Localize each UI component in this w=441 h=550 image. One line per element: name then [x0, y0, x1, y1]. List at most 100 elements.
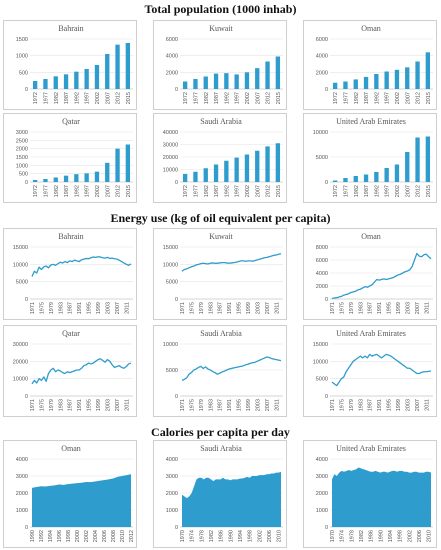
x-tick-label: 1977	[193, 185, 199, 197]
y-tick-label: 10000	[163, 342, 178, 348]
y-tick-label: 500	[19, 172, 28, 178]
x-tick-label: 1994	[238, 530, 244, 542]
bar	[193, 79, 198, 89]
bar	[125, 43, 131, 89]
chart-title: Kuwait	[209, 232, 233, 241]
x-tick-label: 2007	[115, 302, 121, 314]
x-tick-label: 2011	[424, 399, 430, 411]
x-tick-label: 1972	[333, 92, 339, 104]
y-tick-label: 20000	[163, 155, 178, 161]
y-tick-label: 0	[325, 87, 328, 93]
bar	[405, 67, 410, 89]
x-tick-label: 2007	[415, 399, 421, 411]
x-tick-label: 2011	[424, 302, 430, 314]
x-tick-label: 1979	[199, 399, 205, 411]
x-tick-label: 1987	[368, 399, 374, 411]
x-tick-label: 1991	[377, 399, 383, 411]
x-tick-label: 1997	[235, 92, 241, 104]
x-tick-label: 1987	[218, 399, 224, 411]
x-tick-label: 1995	[237, 302, 243, 314]
y-tick-label: 15000	[13, 245, 28, 251]
y-tick-label: 10000	[163, 262, 178, 268]
x-tick-label: 1972	[183, 185, 189, 197]
x-tick-label: 1986	[369, 530, 375, 542]
y-tick-label: 3000	[166, 474, 178, 480]
area-series	[332, 467, 431, 527]
x-tick-label: 1977	[343, 92, 349, 104]
y-tick-label: 10000	[13, 262, 28, 268]
y-tick-label: 0	[325, 297, 328, 303]
chart-svg: Oman 0 2000 4000 6000 1972 1977 1982 1987 1992 199…	[316, 24, 433, 104]
x-tick-label: 2010	[277, 530, 283, 542]
chart-svg: Saudi Arabia 0 10000 20000 30000 40000 1972 197…	[163, 117, 283, 197]
x-tick-label: 2003	[405, 302, 411, 314]
x-tick-label: 1997	[85, 92, 91, 104]
bar	[332, 82, 338, 89]
bar	[84, 69, 89, 89]
x-tick-label: 2015	[276, 185, 282, 197]
chart-svg: United Arab Emirates 0 1000 2000 3000 4000 197…	[316, 444, 433, 542]
x-tick-label: 1998	[66, 530, 72, 542]
y-tick-label: 4000	[316, 457, 328, 463]
x-tick-label: 2007	[265, 302, 271, 314]
y-tick-label: 6000	[316, 37, 328, 43]
x-tick-label: 1983	[358, 302, 364, 314]
chart-panel-line-bahrain: Bahrain 0 5000 10000 15000 1971 1975 1979 1983 19…	[3, 228, 137, 320]
x-tick-label: 2007	[405, 185, 411, 197]
y-tick-label: 2000	[316, 70, 328, 76]
x-tick-label: 2002	[257, 530, 263, 542]
x-tick-label: 1970	[330, 530, 336, 542]
x-tick-label: 1983	[208, 302, 214, 314]
x-tick-label: 1977	[43, 92, 49, 104]
x-tick-label: 2007	[255, 92, 261, 104]
y-tick-label: 15000	[313, 342, 328, 348]
x-tick-label: 1983	[208, 399, 214, 411]
chart-title: Saudi Arabia	[200, 444, 242, 453]
x-tick-label: 1979	[349, 302, 355, 314]
x-tick-label: 1998	[248, 530, 254, 542]
y-tick-label: 0	[25, 394, 28, 400]
x-tick-label: 2006	[267, 530, 273, 542]
section-title-calories: Calories per capita per day	[151, 425, 290, 439]
chart-title: Oman	[361, 232, 381, 241]
chart-svg: Qatar 0 10000 20000 30000 1971 1975 1979 1983 198…	[13, 329, 133, 411]
x-tick-label: 2002	[84, 530, 90, 542]
y-tick-label: 1000	[316, 508, 328, 514]
x-tick-label: 1987	[68, 302, 74, 314]
bar	[125, 144, 131, 182]
chart-panel-line-kuwait: Kuwait 0 5000 10000 15000 1971 1975 1979 1983 198…	[153, 228, 287, 320]
line-series	[181, 252, 282, 272]
x-tick-label: 2006	[102, 530, 108, 542]
y-tick-label: 0	[175, 180, 178, 186]
x-tick-label: 2012	[416, 185, 422, 197]
x-tick-label: 1974	[190, 530, 196, 542]
x-tick-label: 2015	[126, 92, 132, 104]
chart-title: Oman	[61, 444, 81, 453]
bar	[384, 168, 389, 182]
x-tick-label: 1990	[30, 530, 36, 542]
bar	[94, 171, 100, 182]
chart-title: Kuwait	[209, 24, 233, 33]
x-tick-label: 1983	[58, 399, 64, 411]
bar	[343, 178, 348, 182]
y-tick-label: 10000	[313, 359, 328, 365]
x-tick-label: 1977	[193, 92, 199, 104]
y-tick-label: 2500	[16, 138, 28, 144]
x-tick-label: 1997	[235, 185, 241, 197]
chart-title: Saudi Arabia	[200, 329, 242, 338]
x-tick-label: 1999	[396, 399, 402, 411]
y-tick-label: 4000	[166, 54, 178, 60]
x-tick-label: 2015	[276, 92, 282, 104]
x-tick-label: 1979	[49, 399, 55, 411]
bar	[63, 175, 69, 182]
x-tick-label: 1971	[180, 399, 186, 411]
y-tick-label: 4000	[316, 271, 328, 277]
bar	[332, 180, 338, 182]
x-tick-label: 2011	[274, 302, 280, 314]
x-tick-label: 1978	[199, 530, 205, 542]
bar	[255, 68, 260, 89]
x-tick-label: 2000	[75, 530, 81, 542]
bar	[43, 179, 48, 182]
x-tick-label: 2012	[116, 185, 122, 197]
chart-title: Bahrain	[58, 232, 83, 241]
